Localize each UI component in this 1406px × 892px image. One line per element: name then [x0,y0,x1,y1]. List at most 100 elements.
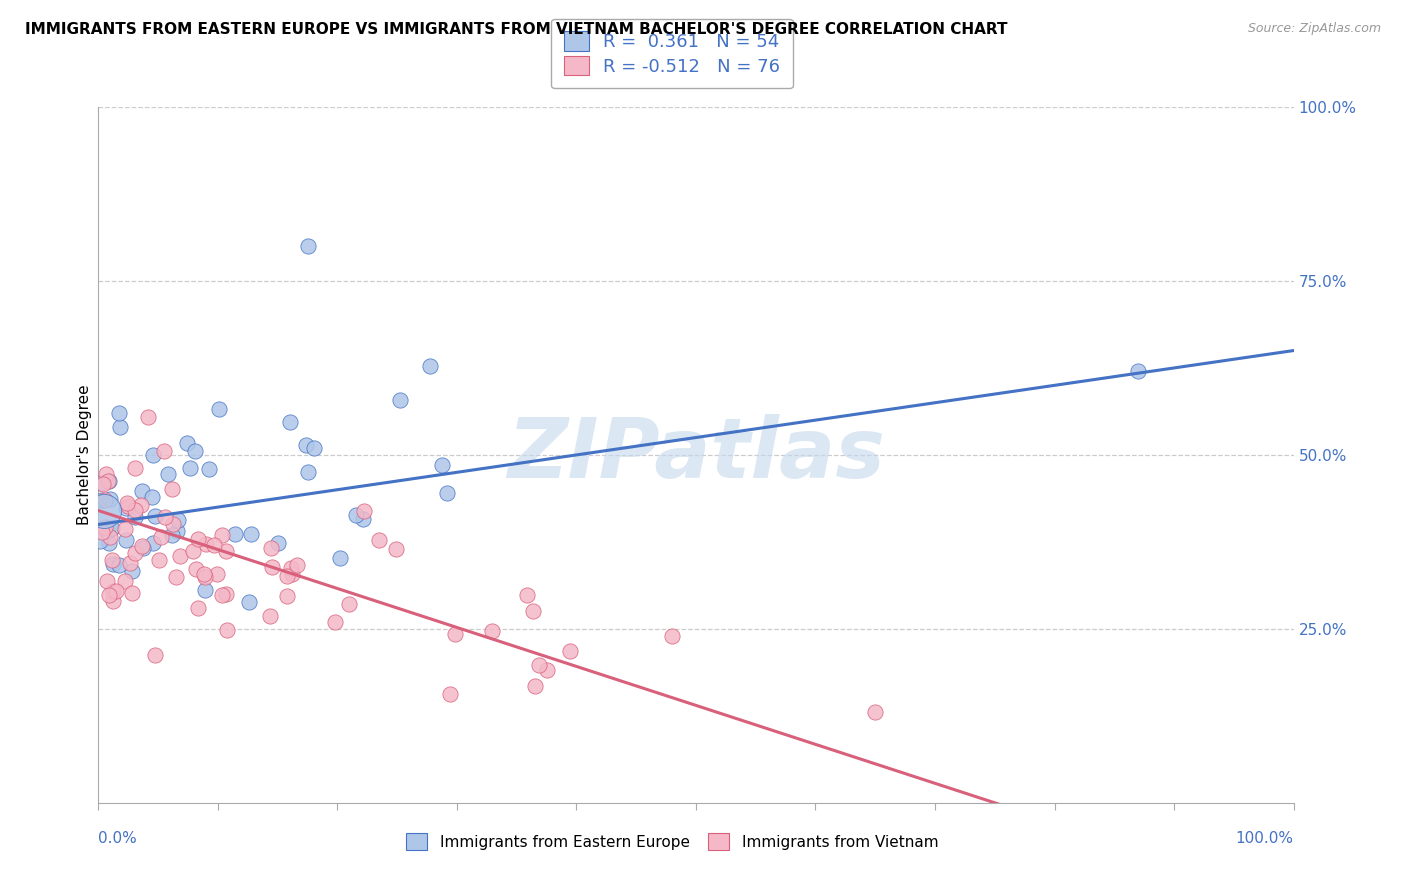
Point [100,522,122,536]
Point [352,512,374,526]
Point [108,406,131,420]
Point [865,706,887,720]
Point [207,402,229,417]
Point [430,458,453,473]
Point [97,588,120,602]
Point [114,533,136,547]
Point [153,510,176,524]
Point [152,443,174,458]
Point [295,438,318,452]
Point [136,410,159,425]
Point [211,527,233,541]
Point [124,546,146,560]
Point [278,415,301,429]
Point [97,474,120,488]
Text: Source: ZipAtlas.com: Source: ZipAtlas.com [1247,22,1381,36]
Point [114,522,136,536]
Point [100,491,122,506]
Point [259,608,281,623]
Point [117,500,139,514]
Point [121,564,143,578]
Point [132,541,155,556]
Point [323,615,346,630]
Point [129,498,152,512]
Point [101,593,124,607]
Point [101,553,124,567]
Point [181,543,204,558]
Point [91,525,114,540]
Point [148,553,170,567]
Point [101,558,124,572]
Text: 100.0%: 100.0% [1236,830,1294,846]
Point [522,604,544,618]
Point [194,570,217,584]
Point [166,513,188,527]
Point [276,589,298,603]
Point [97,536,120,550]
Point [388,392,411,407]
Point [131,484,153,499]
Point [187,601,209,615]
Point [436,485,458,500]
Point [108,420,131,434]
Point [267,535,290,549]
Point [101,583,124,598]
Point [297,239,319,253]
Point [142,448,165,462]
Point [96,574,118,589]
Point [187,532,209,546]
Y-axis label: Bachelor's Degree: Bachelor's Degree [77,384,91,525]
Point [94,493,117,508]
Point [183,444,205,458]
Point [297,465,319,479]
Point [260,560,283,574]
Text: ZIPatlas: ZIPatlas [508,415,884,495]
Point [90,476,112,491]
Point [97,474,120,488]
Point [149,530,172,544]
Point [285,558,308,573]
Point [302,441,325,455]
Point [529,658,551,673]
Point [143,648,166,663]
Point [121,586,143,600]
Point [114,574,136,589]
Point [344,508,367,523]
Point [142,535,165,549]
Point [211,588,233,602]
Point [124,461,146,475]
Point [157,467,180,481]
Point [224,526,246,541]
Point [94,520,117,534]
Point [419,359,441,373]
Point [215,544,238,558]
Point [166,524,188,539]
Point [96,524,118,538]
Point [91,492,114,507]
Point [179,461,201,475]
Point [280,567,302,582]
Point [108,558,131,572]
Point [94,467,117,481]
Point [124,503,146,517]
Point [118,557,141,571]
Point [184,562,207,576]
Point [169,549,191,564]
Point [280,561,302,575]
Point [141,491,163,505]
Point [89,534,111,549]
Point [195,537,218,551]
Point [162,482,184,496]
Point [353,504,375,518]
Point [115,500,138,515]
Point [205,566,228,581]
Point [661,629,683,643]
Point [100,521,122,535]
Point [124,509,146,524]
Point [1128,364,1150,378]
Point [93,503,115,517]
Point [131,539,153,553]
Point [439,687,461,701]
Point [98,530,121,544]
Point [143,508,166,523]
